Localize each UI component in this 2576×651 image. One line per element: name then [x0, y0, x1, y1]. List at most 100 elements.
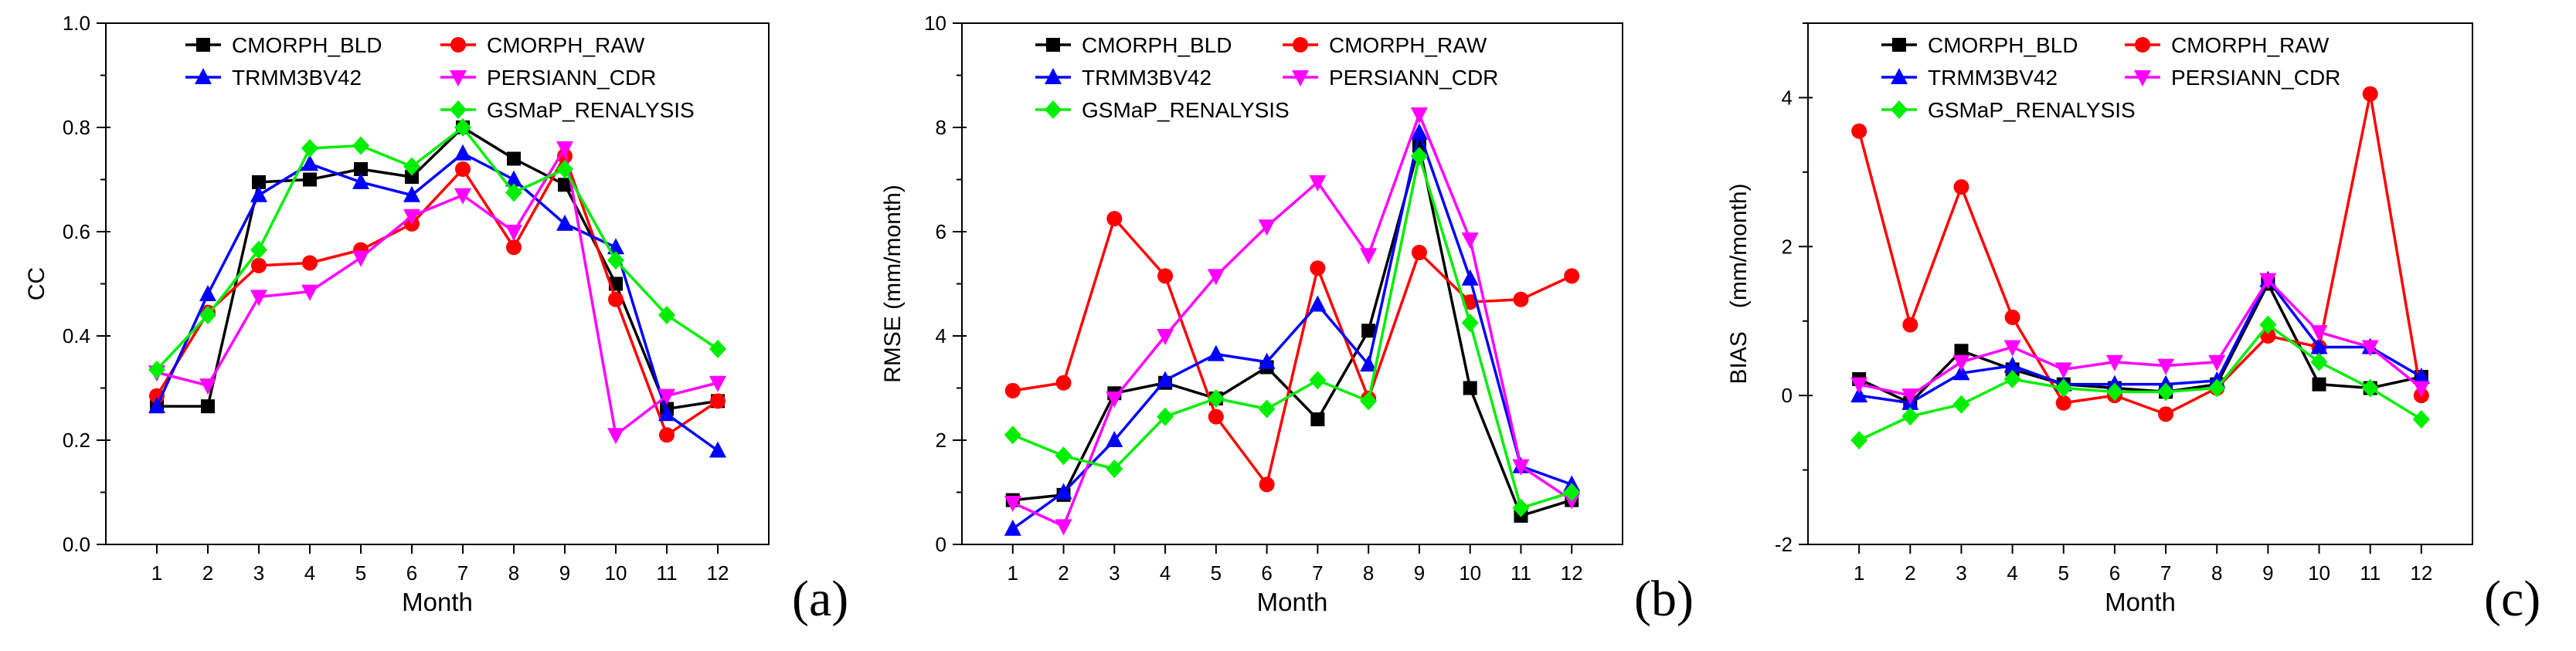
panel-label: (b) — [1634, 571, 1694, 627]
data-point — [354, 162, 368, 176]
data-point — [2055, 395, 2071, 411]
data-point — [1901, 407, 1919, 426]
y-tick-label: 4 — [936, 324, 946, 348]
legend: CMORPH_BLD CMORPH_RAW TRMM3BV42 PERSIANN_CD… — [1035, 33, 1498, 122]
x-tick-label: 2 — [1058, 561, 1069, 585]
data-point — [2361, 378, 2379, 398]
legend-entry: CMORPH_RAW — [2125, 33, 2330, 57]
series-cmorph-raw — [1851, 86, 2429, 422]
legend-label: CMORPH_RAW — [1329, 33, 1487, 57]
data-point — [658, 388, 675, 405]
legend-label: GSMaP_RENALYSIS — [487, 98, 695, 122]
data-point — [2310, 337, 2328, 354]
legend-marker — [450, 70, 467, 86]
data-point — [505, 170, 522, 187]
data-point — [1411, 245, 1427, 260]
data-point — [1513, 291, 1529, 307]
data-point — [1410, 107, 1428, 124]
legend-entry: TRMM3BV42 — [185, 66, 362, 90]
data-point — [403, 157, 420, 176]
y-axis-label: BIAS (mm/month) — [1726, 183, 1752, 384]
legend-entry: TRMM3BV42 — [1035, 66, 1212, 90]
x-tick-label: 1 — [1854, 561, 1864, 585]
data-point — [403, 185, 420, 202]
y-tick-label: 0.4 — [63, 324, 90, 348]
legend: CMORPH_BLD CMORPH_RAW TRMM3BV42 PERSIANN_CD… — [1881, 33, 2340, 122]
data-point — [1004, 382, 1021, 398]
data-point — [2412, 368, 2430, 385]
x-tick-label: 11 — [2360, 561, 2381, 585]
series-line — [155, 126, 719, 371]
data-point — [1850, 431, 1868, 449]
legend-entry: PERSIANN_CDR — [1283, 66, 1498, 90]
data-point — [252, 175, 266, 189]
data-point — [1564, 268, 1580, 284]
data-point — [1563, 483, 1581, 502]
legend-marker — [450, 100, 467, 119]
data-point — [659, 427, 675, 443]
data-point — [505, 183, 522, 202]
legend-label: CMORPH_BLD — [1928, 33, 2078, 57]
data-point — [1106, 392, 1123, 408]
data-point — [1157, 407, 1174, 426]
legend-marker — [1045, 100, 1062, 119]
data-point — [1207, 389, 1225, 408]
series-line — [1012, 217, 1572, 487]
series-gsmap-renalysis — [1004, 147, 1581, 517]
data-point — [148, 360, 165, 379]
data-point — [1463, 381, 1477, 395]
data-point — [1361, 324, 1376, 338]
data-point — [1157, 268, 1174, 284]
data-point — [2310, 325, 2328, 342]
legend-label: TRMM3BV42 — [1928, 66, 2058, 90]
data-point — [1055, 446, 1072, 466]
legend-label: CMORPH_RAW — [487, 33, 645, 57]
data-point — [2208, 378, 2226, 398]
data-point — [199, 306, 216, 324]
legend-label: CMORPH_BLD — [232, 33, 382, 57]
legend-entry: GSMaP_RENALYSIS — [1881, 98, 2136, 122]
legend-label: GSMaP_RENALYSIS — [1082, 98, 1290, 122]
legend-entry: CMORPH_RAW — [1283, 33, 1487, 57]
legend-entry: GSMaP_RENALYSIS — [1035, 98, 1290, 122]
series-cmorph-bld — [150, 120, 725, 416]
series-line — [1012, 154, 1572, 510]
series-gsmap-renalysis — [1850, 315, 2430, 449]
x-axis-label: Month — [402, 588, 473, 616]
data-point — [199, 285, 216, 301]
data-point — [1258, 352, 1276, 369]
data-point — [1360, 392, 1378, 411]
data-point — [2003, 340, 2021, 357]
x-tick-label: 5 — [355, 561, 366, 585]
data-point — [352, 250, 369, 267]
legend-label: TRMM3BV42 — [1082, 66, 1212, 90]
legend-marker — [1292, 70, 1309, 86]
x-tick-label: 3 — [1109, 561, 1120, 585]
y-tick-label: 2 — [936, 429, 946, 452]
data-point — [1258, 399, 1276, 419]
x-tick-label: 12 — [1561, 561, 1583, 585]
data-point — [1461, 314, 1479, 333]
data-point — [251, 257, 267, 273]
series-line — [1012, 113, 1573, 528]
data-point — [1952, 364, 1970, 381]
x-tick-label: 2 — [202, 561, 213, 585]
series-gsmap-renalysis — [148, 118, 726, 379]
legend-entry: GSMaP_RENALYSIS — [440, 98, 695, 122]
y-tick-label: 0.8 — [63, 116, 90, 139]
data-point — [556, 141, 573, 158]
data-point — [148, 397, 165, 414]
data-point — [709, 375, 726, 392]
data-point — [1851, 123, 1867, 139]
data-point — [1004, 519, 1021, 536]
x-tick-label: 12 — [2410, 561, 2432, 585]
x-tick-label: 8 — [1363, 561, 1374, 585]
legend-entry: CMORPH_BLD — [1881, 33, 2078, 57]
data-point — [2157, 382, 2175, 402]
data-point — [454, 144, 471, 161]
legend-marker — [1891, 100, 1908, 119]
data-point — [403, 209, 420, 225]
series-line — [155, 154, 719, 436]
